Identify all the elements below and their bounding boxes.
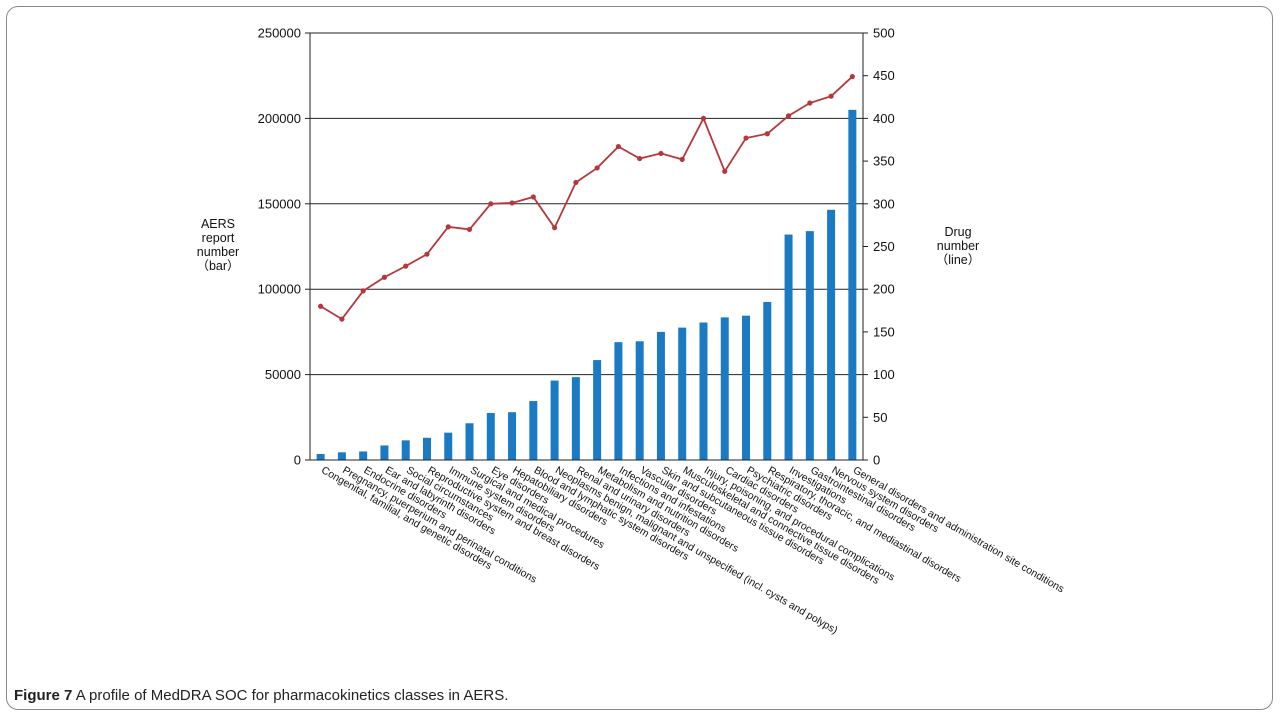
right-tick-label: 500 xyxy=(873,26,895,41)
right-axis-ticks: 0 50 100 150 200 250 300 350 400 450 500 xyxy=(863,26,895,468)
left-tick-label: 150000 xyxy=(258,196,301,211)
bar xyxy=(359,451,368,460)
line-point xyxy=(381,274,388,280)
bar xyxy=(635,341,644,460)
bar xyxy=(486,413,495,460)
right-tick-label: 350 xyxy=(873,154,895,169)
line-point xyxy=(807,100,813,106)
bar xyxy=(571,377,580,460)
line-point xyxy=(509,200,515,206)
axis-label-line: （bar） xyxy=(196,259,239,273)
bar xyxy=(614,342,623,460)
line-point xyxy=(573,179,579,186)
gridlines xyxy=(310,32,863,376)
bar xyxy=(678,327,687,460)
bar xyxy=(763,302,772,460)
line-point xyxy=(658,150,664,157)
left-tick-label: 50000 xyxy=(265,367,301,382)
axis-label-line: AERS xyxy=(201,217,235,231)
bar xyxy=(720,317,729,460)
figure-frame xyxy=(6,6,1273,710)
figure-caption-label: Figure 7 xyxy=(14,687,73,704)
axis-label-line: Drug xyxy=(944,225,971,239)
axes xyxy=(309,33,864,461)
left-tick-label: 200000 xyxy=(258,111,301,126)
left-axis-ticks: 0 50000 100000 150000 200000 250000 xyxy=(258,26,310,468)
left-tick-label: 250000 xyxy=(258,26,301,41)
bar xyxy=(401,440,410,460)
right-tick-label: 450 xyxy=(873,68,895,83)
right-tick-label: 400 xyxy=(873,111,895,126)
bar xyxy=(827,209,836,460)
bar xyxy=(465,423,474,460)
line-point xyxy=(466,226,473,233)
bar xyxy=(784,234,793,460)
bar xyxy=(848,109,857,461)
figure-caption: Figure 7 A profile of MedDRA SOC for pha… xyxy=(14,687,508,704)
bar xyxy=(805,231,814,460)
left-tick-label: 100000 xyxy=(258,282,301,297)
category-labels: Congenital, familial, and genetic disord… xyxy=(319,464,1066,636)
bar xyxy=(337,452,346,460)
right-tick-label: 250 xyxy=(873,239,895,254)
line-point xyxy=(445,224,451,230)
line-point xyxy=(615,143,622,150)
line-point xyxy=(403,263,409,269)
bar xyxy=(316,454,325,460)
line-point xyxy=(743,135,749,141)
line-point xyxy=(339,316,345,322)
right-tick-label: 100 xyxy=(873,367,895,382)
right-tick-label: 300 xyxy=(873,196,895,211)
right-axis-label: Drug number （line） xyxy=(936,225,980,267)
line-point xyxy=(551,225,558,231)
bar xyxy=(529,401,538,460)
bar xyxy=(593,360,602,460)
bar xyxy=(444,432,453,460)
line-point xyxy=(679,156,685,162)
bar xyxy=(422,437,431,460)
bar xyxy=(656,331,665,460)
figure-caption-text: A profile of MedDRA SOC for pharmacokine… xyxy=(75,687,509,704)
line-point xyxy=(360,288,366,294)
line-point xyxy=(700,115,707,121)
line-point xyxy=(785,113,792,119)
bar xyxy=(742,315,751,460)
bar xyxy=(508,412,517,460)
right-tick-label: 150 xyxy=(873,324,895,339)
left-tick-label: 0 xyxy=(294,453,301,468)
line-point xyxy=(764,131,770,137)
line-point xyxy=(637,155,643,162)
right-tick-label: 50 xyxy=(873,410,887,425)
left-axis-label: AERS report number （bar） xyxy=(196,217,239,273)
right-tick-label: 0 xyxy=(873,453,880,468)
bar-series xyxy=(316,109,857,461)
line-point xyxy=(318,303,324,309)
line-point xyxy=(424,251,430,257)
axis-label-line: number xyxy=(197,245,239,259)
axis-label-line: report xyxy=(202,231,235,245)
series-line xyxy=(320,75,853,321)
line-point xyxy=(530,194,536,200)
bar xyxy=(550,380,559,460)
line-point xyxy=(722,168,728,174)
axis-label-line: number xyxy=(937,239,979,253)
bar xyxy=(380,445,389,460)
axis-label-line: （line） xyxy=(936,253,980,267)
line-point xyxy=(488,201,494,207)
line-series xyxy=(318,73,855,322)
bar xyxy=(699,322,708,460)
line-point xyxy=(849,73,855,80)
line-point xyxy=(828,93,834,99)
line-point xyxy=(594,165,600,171)
right-tick-label: 200 xyxy=(873,282,895,297)
